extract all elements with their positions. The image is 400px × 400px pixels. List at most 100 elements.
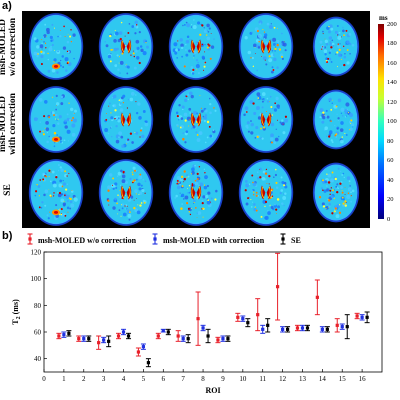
brain-map-r3-c2 [92, 157, 160, 228]
legend-marker-point [281, 237, 285, 241]
row-label-se: SE [3, 184, 13, 196]
data-point [102, 338, 106, 342]
data-point [335, 323, 339, 327]
data-point [121, 330, 126, 334]
y-tick-label: 120 [31, 249, 42, 257]
x-tick-label: 4 [122, 375, 126, 383]
brain-map-r1-c1 [22, 11, 90, 82]
brain-map-r2-c4 [232, 84, 300, 155]
data-point [181, 337, 185, 341]
data-point [256, 313, 260, 317]
colorbar-tick-label: 120 [387, 98, 397, 106]
brain-map-r1-c2 [92, 11, 160, 82]
data-point [261, 327, 265, 331]
x-tick-label: 6 [162, 375, 166, 383]
x-tick-label: 12 [279, 375, 287, 383]
brain-map-r1-c5 [302, 11, 370, 82]
colorbar-tick-label: 200 [387, 20, 397, 28]
x-tick-label: 8 [201, 375, 205, 383]
y-axis-label-main: T [11, 319, 20, 325]
data-point [295, 326, 300, 330]
data-point [285, 327, 290, 331]
data-point [176, 334, 180, 338]
brain-map-r2-c2 [92, 84, 160, 155]
data-point [77, 337, 81, 341]
data-point [221, 337, 225, 341]
data-point [280, 327, 285, 331]
colorbar-tick-label: 80 [387, 137, 394, 145]
x-tick-label: 0 [42, 375, 46, 383]
brain-map-r2-c1 [22, 84, 90, 155]
data-point [300, 326, 305, 330]
data-point [136, 350, 141, 354]
data-point [355, 314, 359, 318]
series-1 [56, 252, 360, 357]
data-point [360, 315, 364, 319]
data-point [226, 337, 230, 341]
data-point [57, 334, 61, 338]
legend-label: msh-MOLED with correction [163, 236, 265, 245]
data-point [82, 337, 86, 341]
x-tick-label: 3 [102, 375, 106, 383]
panel-a-label: a) [2, 0, 12, 12]
series-3 [66, 311, 370, 368]
colorbar-tick-label: 0 [387, 215, 391, 223]
data-point [241, 317, 245, 321]
x-tick-label: 2 [82, 375, 86, 383]
data-point [161, 329, 165, 333]
data-point [107, 339, 111, 343]
data-point [196, 317, 200, 321]
plot-frame [43, 251, 383, 373]
colorbar-tick-label: 140 [387, 79, 397, 86]
data-point [320, 327, 324, 331]
t2-map-grid [22, 11, 370, 228]
legend-label: SE [291, 236, 301, 245]
y-axis-label-subscript: 2 [16, 316, 22, 319]
data-point [116, 334, 121, 338]
y-tick-label: 80 [34, 302, 42, 310]
brain-map-r2-c3 [162, 84, 230, 155]
colorbar-tick-label: 180 [387, 40, 397, 47]
x-tick-label: 9 [221, 375, 225, 383]
series-2 [61, 314, 365, 350]
legend-label: msh-MOLED w/o correction [38, 236, 137, 245]
data-point [246, 321, 250, 325]
data-point [156, 334, 160, 338]
data-point [126, 334, 131, 338]
colorbar [378, 24, 384, 219]
panel-b-label: b) [2, 230, 13, 242]
data-point [97, 341, 101, 345]
row-label-uncorrected: msh-MOLED w/o correction [0, 17, 18, 77]
x-axis-label: ROI [205, 386, 220, 395]
y-tick-label: 40 [34, 355, 42, 363]
roi-t2-chart: 0 1 2 3 4 5 6 7 8 9 10 11 12 13 14 15 16 40 60 80 100 120 msh… [0, 230, 400, 400]
data-point [365, 315, 369, 319]
x-tick-label: 7 [181, 375, 185, 383]
brain-map-r2-c5 [302, 84, 370, 155]
data-point [305, 326, 310, 330]
x-tick-label: 14 [319, 375, 327, 383]
colorbar-unit: ms [379, 14, 388, 22]
brain-map-r1-c4 [232, 11, 300, 82]
brain-map-r3-c3 [162, 157, 230, 228]
data-point [201, 326, 205, 330]
colorbar-tick-label: 160 [387, 59, 397, 67]
data-point [216, 338, 220, 342]
colorbar-tick-label: 100 [387, 118, 397, 125]
colorbar-tick-label: 60 [387, 157, 394, 164]
colorbar-tick-label: 40 [387, 176, 394, 184]
y-tick-label: 60 [34, 329, 42, 337]
data-point [345, 325, 349, 329]
data-point [206, 334, 210, 338]
legend-marker-point [28, 237, 32, 241]
data-point [275, 285, 280, 289]
y-axis-label: T2 (ms) [11, 299, 22, 325]
y-axis-label-unit: (ms) [11, 299, 20, 314]
x-tick-label: 16 [359, 375, 367, 383]
brain-map-r3-c1 [22, 157, 90, 228]
brain-map-r1-c3 [162, 11, 230, 82]
x-tick-label: 1 [62, 375, 66, 383]
data-point [266, 323, 270, 327]
legend-item-2: msh-MOLED with correction [152, 233, 265, 245]
brain-map-r3-c5 [302, 157, 370, 228]
